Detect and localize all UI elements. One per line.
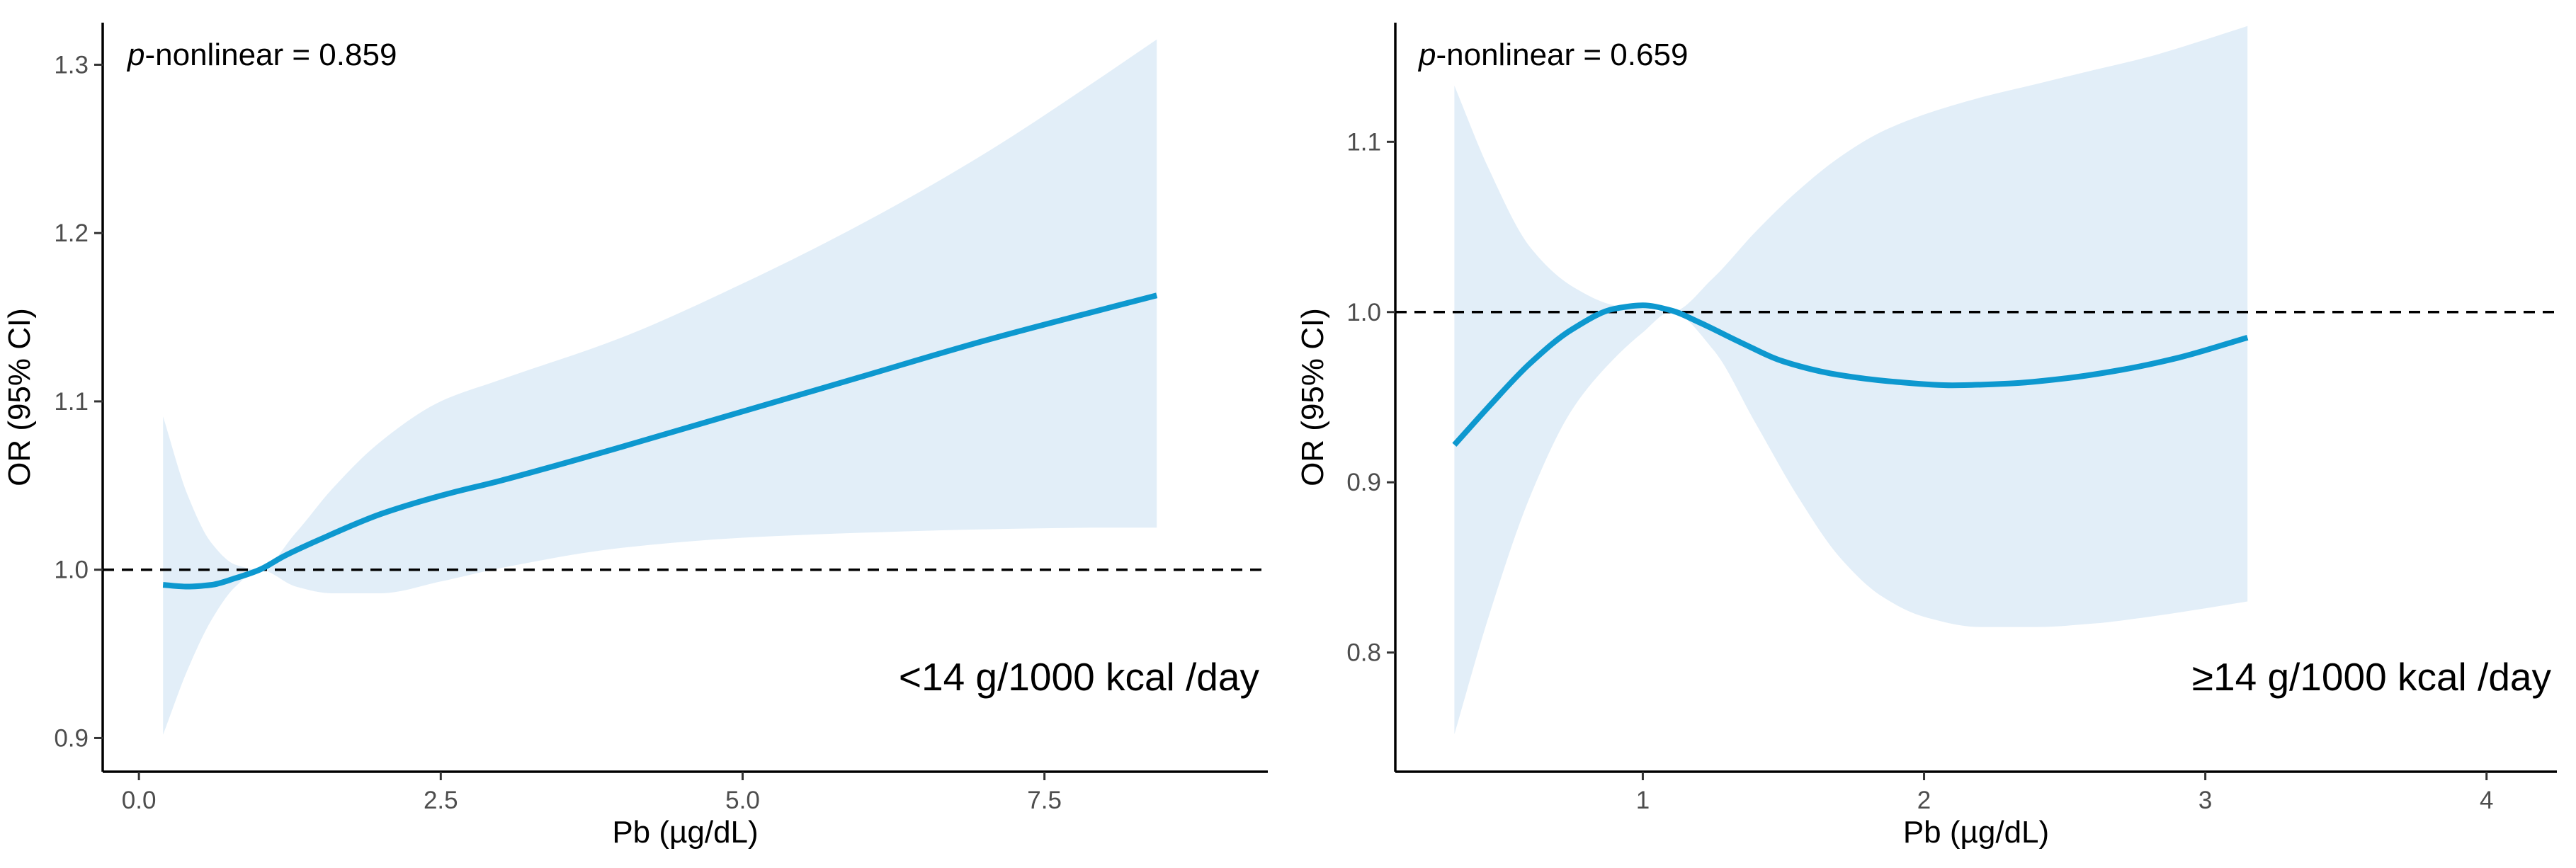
group-label: <14 g/1000 kcal /day <box>899 655 1260 699</box>
or-line <box>1452 302 2249 447</box>
x-tick-label: 2.5 <box>424 787 458 814</box>
x-tick-label: 1 <box>1636 787 1650 814</box>
group-label: ≥14 g/1000 kcal /day <box>2192 655 2552 699</box>
y-tick-label: 0.9 <box>54 724 89 752</box>
p-nonlinear-annotation: p-nonlinear = 0.659 <box>1417 38 1688 72</box>
x-tick-label: 4 <box>2480 787 2493 814</box>
panel-left: 0.9 1.0 1.1 1.2 1.3 0.0 2.5 5.0 7.5 Pb (µg/dL) OR … <box>2 23 1268 850</box>
x-tick-label: 2 <box>1917 787 1931 814</box>
y-tick-label: 1.2 <box>54 219 89 247</box>
ci-band <box>163 39 1157 735</box>
x-tick-label: 7.5 <box>1027 787 1062 814</box>
y-tick-label: 1.1 <box>1346 128 1381 156</box>
y-tick-label: 1.3 <box>54 51 89 79</box>
x-axis-title: Pb (µg/dL) <box>1903 815 2049 850</box>
y-tick-label: 0.8 <box>1346 639 1381 667</box>
y-tick-label: 0.9 <box>1346 469 1381 496</box>
y-tick-label: 1.1 <box>54 388 89 416</box>
y-tick-label: 1.0 <box>54 556 89 584</box>
or-line <box>162 292 1158 590</box>
x-tick-label: 3 <box>2198 787 2212 814</box>
y-axis-title: OR (95% CI) <box>2 308 37 486</box>
ci-band <box>1454 25 2248 735</box>
x-axis-title: Pb (µg/dL) <box>612 815 758 850</box>
y-axis-title: OR (95% CI) <box>1295 308 1330 486</box>
panel-right: 0.8 0.9 1.0 1.1 1 2 3 4 Pb (µg/dL) OR (95% CI) p-n… <box>1295 23 2557 850</box>
x-tick-label: 0.0 <box>122 787 157 814</box>
y-tick-label: 1.0 <box>1346 299 1381 326</box>
x-tick-label: 5.0 <box>725 787 760 814</box>
p-nonlinear-annotation: p-nonlinear = 0.859 <box>126 38 397 72</box>
